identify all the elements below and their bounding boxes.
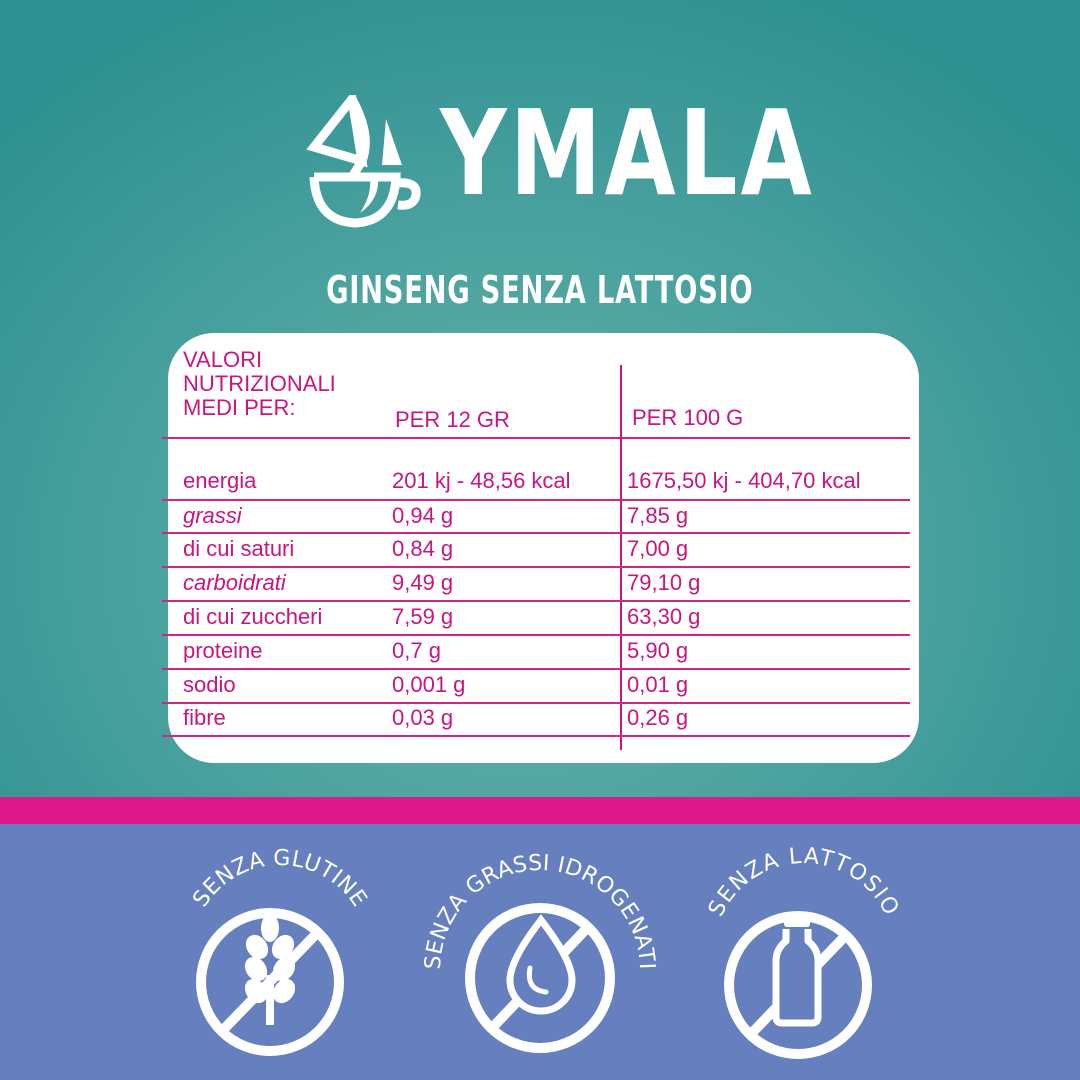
row-divider xyxy=(162,634,910,636)
row-value-12g: 0,03 g xyxy=(392,705,454,730)
row-value-100g: 7,85 g xyxy=(627,503,689,528)
row-divider xyxy=(162,600,910,602)
row-label: proteine xyxy=(183,638,263,663)
row-label: di cui saturi xyxy=(183,536,295,561)
row-value-100g: 7,00 g xyxy=(627,536,689,561)
header-label-line2: NUTRIZIONALI xyxy=(183,371,336,396)
row-value-12g: 0,94 g xyxy=(392,503,454,528)
header-label-line3: MEDI PER: xyxy=(183,395,296,420)
wheat-crossed-icon xyxy=(196,908,344,1056)
brand-logo-text: YMALA xyxy=(440,84,815,222)
row-divider xyxy=(162,735,910,737)
row-value-100g: 0,26 g xyxy=(627,705,689,730)
row-value-12g: 7,59 g xyxy=(392,604,454,629)
badge-label: SENZA LATTOSIO xyxy=(704,845,904,921)
row-value-100g: 1675,50 kj - 404,70 kcal xyxy=(627,468,861,493)
sailboat-cup-icon xyxy=(300,88,440,235)
badge-no-hydrogenated-fats: SENZA GRASSI IDROGENATI xyxy=(410,830,670,1060)
row-value-12g: 9,49 g xyxy=(392,570,454,595)
badge-gluten-free: SENZA GLUTINE xyxy=(170,845,390,1060)
header-col-per-12g: PER 12 GR xyxy=(395,407,510,432)
badge-label: SENZA GLUTINE xyxy=(188,846,371,912)
row-label: sodio xyxy=(183,672,236,697)
row-value-100g: 5,90 g xyxy=(627,638,689,663)
row-label: di cui zuccheri xyxy=(183,604,323,629)
row-divider xyxy=(162,499,910,501)
row-label: fibre xyxy=(183,705,226,730)
table-header-divider xyxy=(162,437,910,439)
row-value-12g: 201 kj - 48,56 kcal xyxy=(392,468,571,493)
row-label: energia xyxy=(183,468,257,493)
product-title: GINSENG SENZA LATTOSIO xyxy=(326,268,754,312)
header-label-line1: VALORI xyxy=(183,347,263,372)
row-divider xyxy=(162,702,910,704)
drop-crossed-icon xyxy=(465,903,615,1053)
row-divider xyxy=(162,668,910,670)
header-col-per-100g: PER 100 G xyxy=(632,405,744,430)
table-column-divider xyxy=(620,365,622,750)
row-label: grassi xyxy=(183,503,242,528)
row-label: carboidrati xyxy=(183,570,286,595)
row-value-12g: 0,84 g xyxy=(392,536,454,561)
milk-bottle-crossed-icon xyxy=(724,911,872,1059)
row-value-12g: 0,7 g xyxy=(392,638,441,663)
nutrition-card xyxy=(168,333,919,763)
row-value-100g: 0,01 g xyxy=(627,672,689,697)
row-value-100g: 79,10 g xyxy=(627,570,701,595)
row-divider xyxy=(162,566,910,568)
row-value-100g: 63,30 g xyxy=(627,604,701,629)
row-value-12g: 0,001 g xyxy=(392,672,466,697)
row-divider xyxy=(162,532,910,534)
badge-lactose-free: SENZA LATTOSIO xyxy=(690,845,920,1060)
magenta-divider-band xyxy=(0,797,1080,824)
